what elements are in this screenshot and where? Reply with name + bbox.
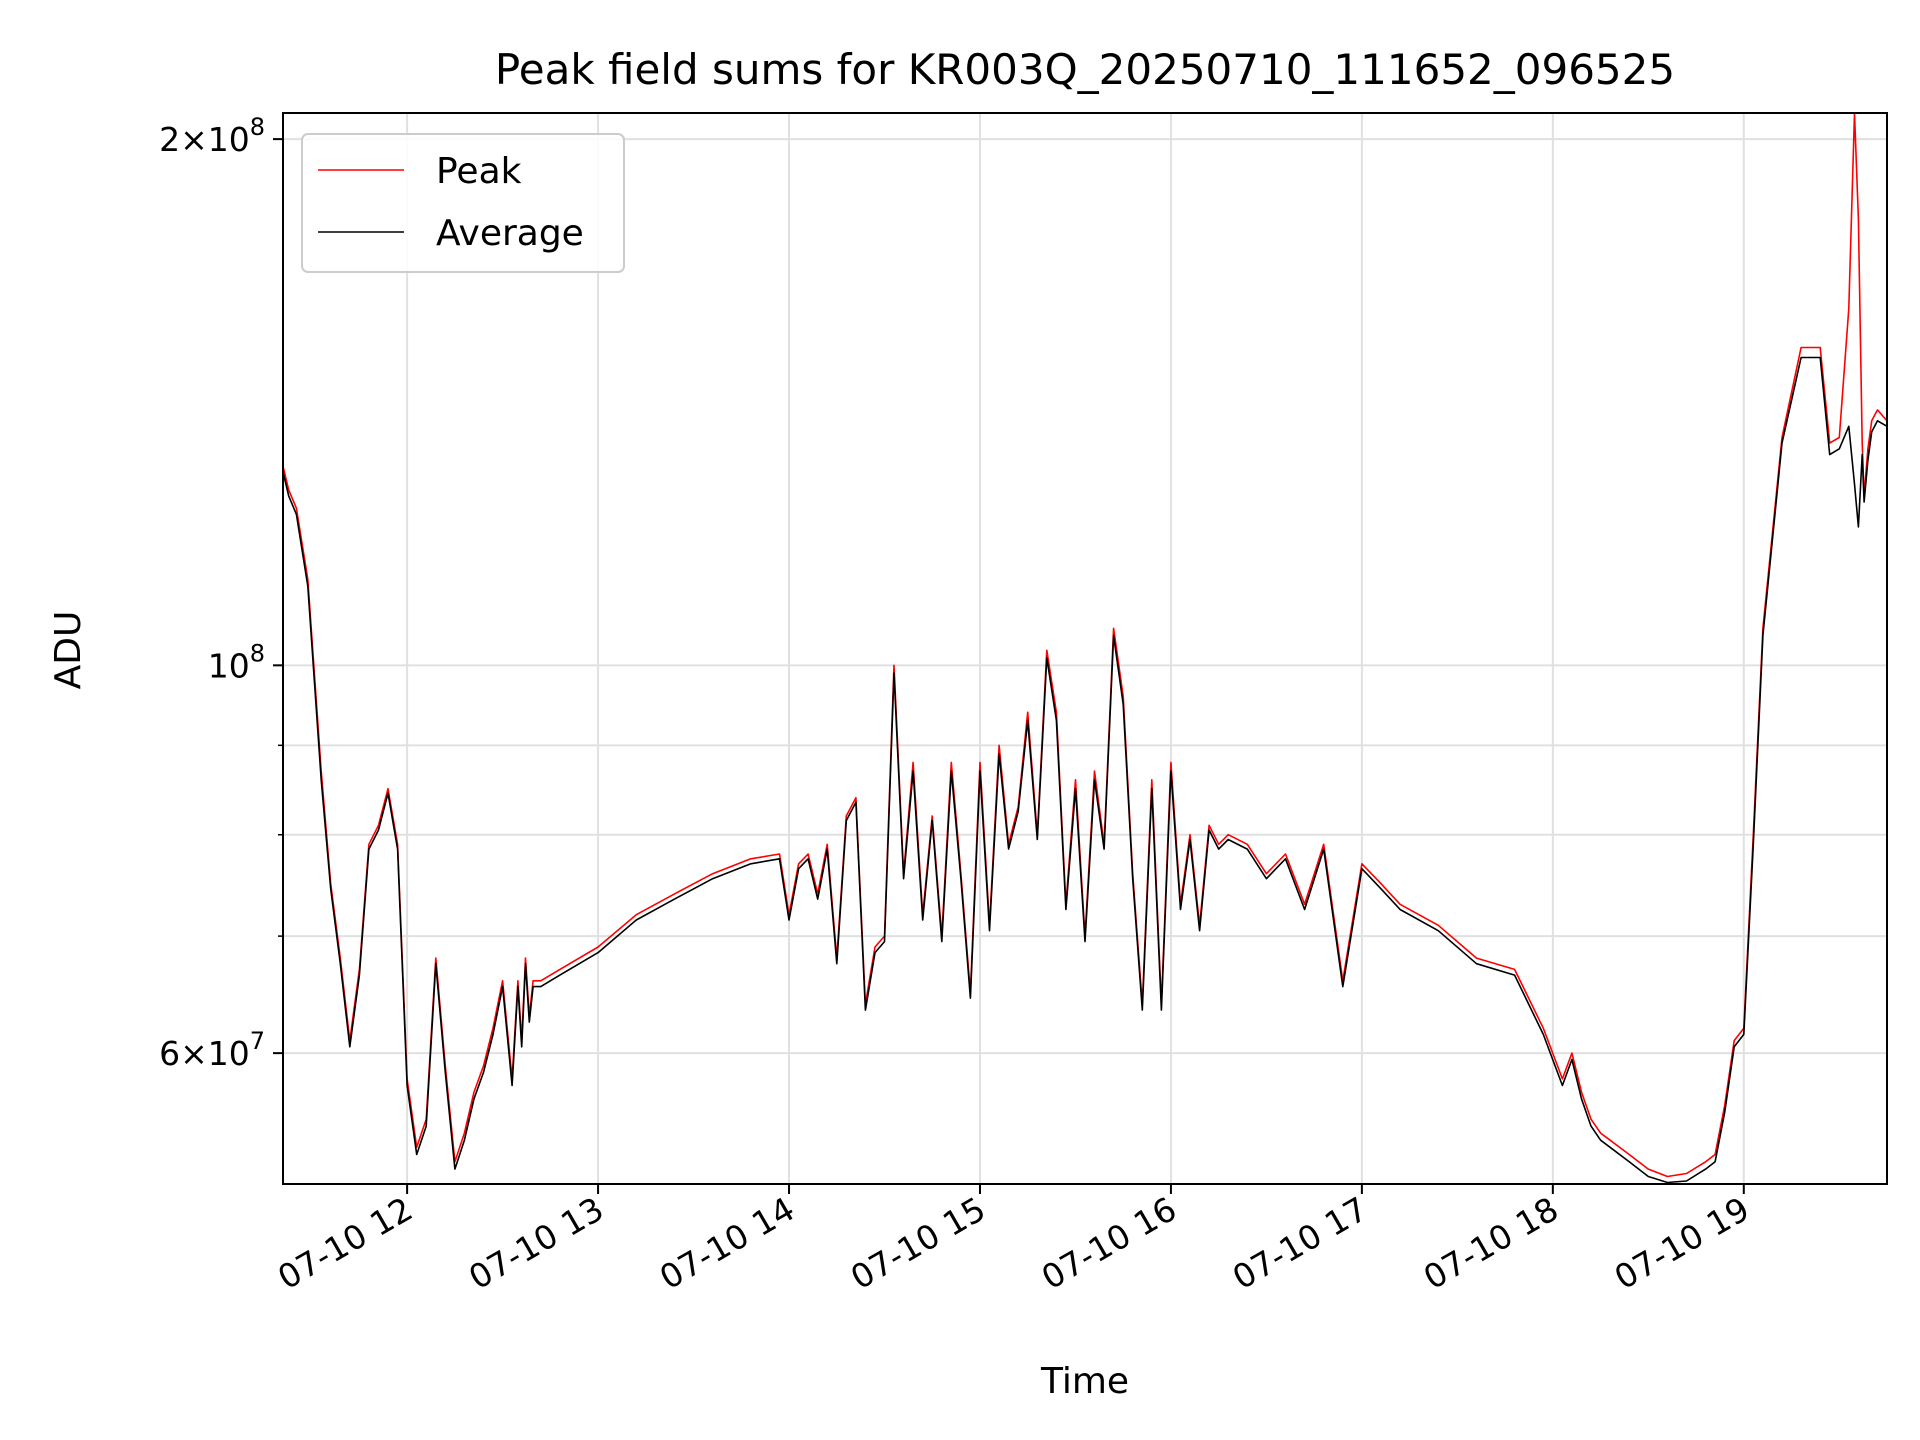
x-axis-label: Time (1040, 1361, 1129, 1402)
y-axis-label: ADU (48, 611, 89, 690)
y-tick-label: 108 (208, 639, 265, 685)
y-tick-label: 6×107 (159, 1027, 265, 1073)
grid (283, 113, 1887, 1184)
x-tick-label: 07-10 17 (1226, 1189, 1374, 1297)
legend: Peak Average (301, 133, 625, 273)
x-tick-label: 07-10 18 (1417, 1189, 1565, 1297)
plot-area (282, 112, 1888, 1185)
x-tick-label: 07-10 16 (1035, 1189, 1183, 1297)
x-tick-label: 07-10 12 (271, 1189, 419, 1297)
x-tick-label: 07-10 14 (653, 1189, 801, 1297)
x-tick-label: 07-10 13 (462, 1189, 610, 1297)
legend-box (301, 133, 625, 273)
x-axis: 07-10 12 07-10 13 07-10 14 07-10 15 07-10 16… (271, 1184, 1756, 1297)
legend-label: Peak (436, 151, 522, 192)
legend-label: Average (436, 213, 584, 254)
series-group (282, 112, 1888, 1184)
y-axis: 2×108 108 6×107 (159, 113, 283, 1073)
x-tick-label: 07-10 19 (1608, 1189, 1756, 1297)
y-tick-label: 2×108 (159, 113, 265, 159)
x-tick-label: 07-10 15 (844, 1189, 992, 1297)
series-line-average (282, 356, 1888, 1184)
chart-title: Peak field sums for KR003Q_20250710_1116… (495, 45, 1675, 94)
